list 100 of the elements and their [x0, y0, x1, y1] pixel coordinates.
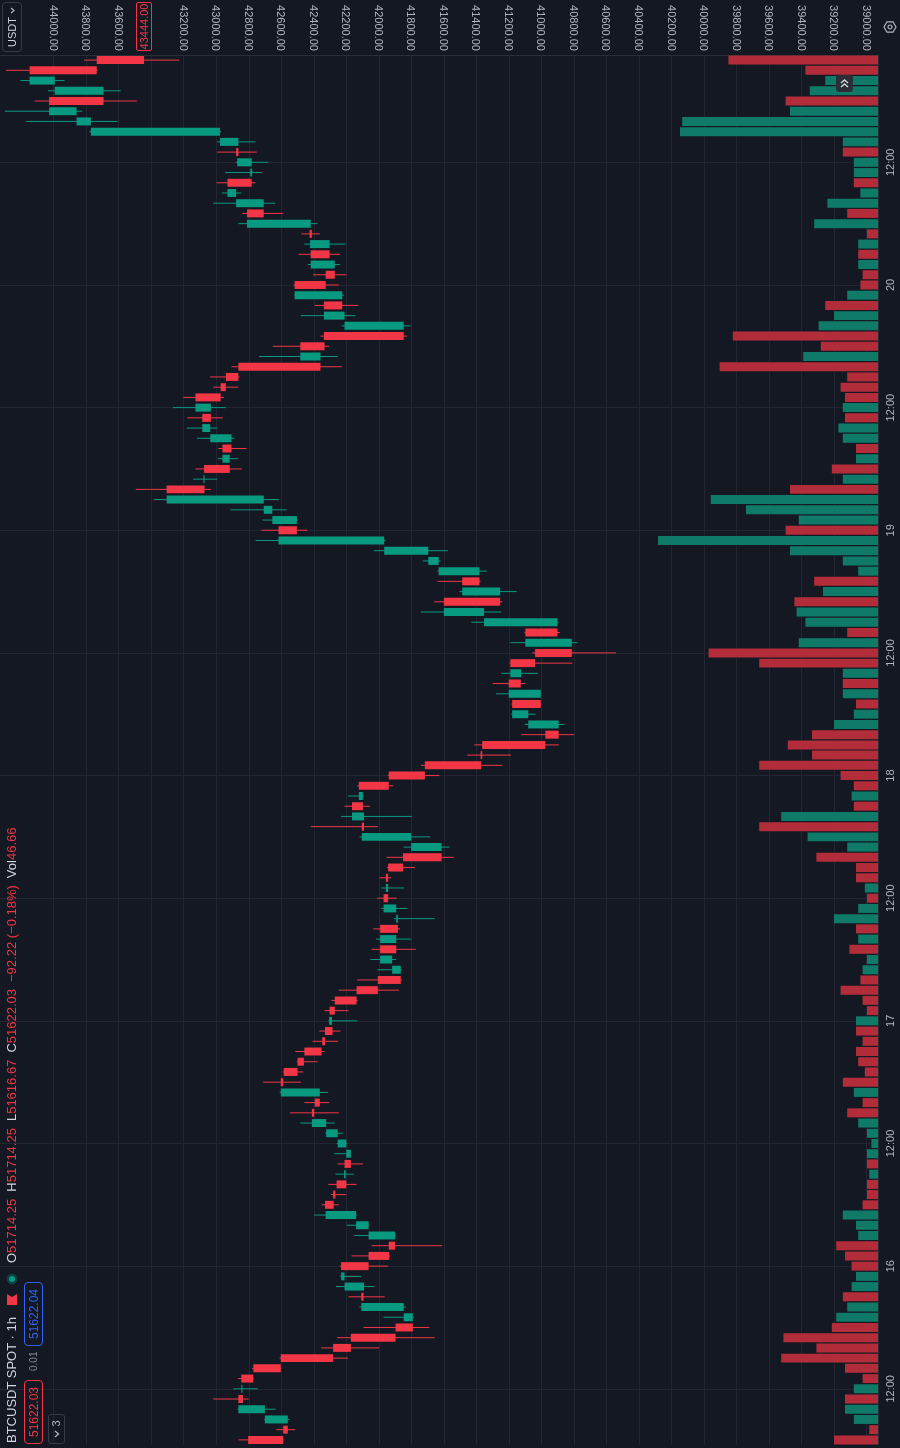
bar — [708, 648, 878, 658]
x-tick-label: 39000.00 — [860, 5, 873, 51]
y-tick-label: 12:00 — [883, 1129, 896, 1158]
x-tick-label: 42600.00 — [275, 5, 288, 51]
bar — [825, 300, 878, 310]
bar — [845, 413, 878, 423]
annotation: −92.22 (−0.18%) — [4, 885, 19, 982]
text: BTCUSDT SPOT · 1h — [3, 1317, 20, 1443]
bar — [847, 208, 878, 218]
x-tick-label: 41600.00 — [437, 5, 450, 51]
bar — [842, 147, 878, 157]
annotation: O51714.25 — [4, 1198, 19, 1264]
x-tick-label: 42400.00 — [307, 5, 320, 51]
x-tick-label: 41800.00 — [405, 5, 418, 51]
x-tick-label: 40200.00 — [665, 5, 678, 51]
y-tick-label: 12:00 — [883, 639, 896, 667]
bar — [858, 934, 878, 944]
bar — [869, 1169, 878, 1179]
bar — [814, 576, 878, 586]
price-tag: 43444.00 — [136, 2, 153, 51]
bar — [842, 403, 878, 413]
x-tick-label: 41000.00 — [535, 5, 548, 51]
bar — [785, 525, 878, 535]
bar — [856, 444, 878, 453]
y-tick-label: 18 — [883, 769, 896, 782]
x-tick-label: 39600.00 — [763, 5, 776, 51]
bar — [807, 832, 878, 842]
bar — [845, 1394, 878, 1404]
bar — [853, 1087, 878, 1097]
bar — [864, 883, 878, 893]
x-tick-label: 43600.00 — [112, 5, 125, 51]
bar — [856, 924, 878, 934]
toggle-button: 3 — [48, 1414, 65, 1444]
x-tick-label: 43200.00 — [177, 5, 190, 51]
bar — [798, 515, 878, 525]
x-tick-label: 40800.00 — [567, 5, 580, 51]
bar — [856, 454, 878, 464]
x-tick-label: 39800.00 — [730, 5, 743, 51]
bar — [794, 597, 878, 607]
bar — [860, 188, 878, 198]
annotation: 51622.04 — [26, 1288, 41, 1340]
bar — [853, 178, 878, 188]
bar — [853, 1384, 878, 1394]
bar — [842, 668, 878, 678]
y-tick-label: 12:00 — [883, 148, 896, 177]
bar — [842, 474, 878, 484]
bar — [790, 484, 878, 494]
unit-button: USDT — [2, 2, 22, 52]
x-tick-label: 39400.00 — [795, 5, 808, 51]
bar — [781, 811, 878, 821]
bar — [858, 239, 878, 249]
bar — [842, 679, 878, 689]
bar — [858, 260, 878, 270]
annotation: L51616.67 — [4, 1059, 19, 1122]
price-button: 51622.04 — [24, 1282, 43, 1346]
annotation: Vol46.66 — [4, 827, 19, 879]
bar — [842, 1077, 878, 1087]
annotation: 0.01 — [27, 1351, 40, 1371]
x-tick-label: 43000.00 — [210, 5, 223, 51]
bar — [785, 96, 878, 106]
x-tick-label: 43800.00 — [80, 5, 93, 51]
x-tick-label: 42200.00 — [340, 5, 353, 51]
bar — [856, 1016, 878, 1026]
price-button: 51622.03 — [24, 1380, 43, 1444]
bar — [831, 464, 878, 474]
bar — [842, 689, 878, 699]
y-tick-label: 12:00 — [883, 1375, 896, 1403]
bar — [867, 1159, 878, 1169]
bar — [858, 249, 878, 259]
x-tick-label: 40000.00 — [698, 5, 711, 51]
bar — [851, 1261, 878, 1271]
y-tick-label: 12:00 — [883, 884, 896, 912]
bar — [860, 975, 878, 985]
x-tick-label: 42800.00 — [242, 5, 255, 51]
bar — [853, 801, 878, 811]
y-tick-label: 20 — [883, 278, 896, 292]
bar — [759, 658, 878, 668]
bar — [798, 638, 878, 648]
annotation: H51714.25 — [4, 1128, 19, 1192]
bar — [849, 944, 878, 954]
bar — [803, 352, 878, 361]
bar — [867, 893, 878, 903]
x-tick-label: 44000.00 — [47, 5, 60, 51]
y-tick-label: 12:00 — [883, 393, 896, 422]
bar — [847, 290, 878, 300]
bar — [827, 198, 878, 208]
bar — [814, 219, 878, 229]
y-tick-label: 17 — [883, 1014, 896, 1027]
y-tick-label: 16 — [883, 1260, 896, 1273]
annotation: 51622.03 — [26, 1386, 41, 1438]
bar — [856, 699, 878, 709]
bar — [759, 822, 878, 832]
bar — [847, 842, 878, 852]
x-tick-label: 41200.00 — [502, 5, 515, 51]
bar — [847, 627, 878, 637]
bar — [858, 566, 878, 576]
bar — [867, 229, 878, 239]
x-tick-label: 40600.00 — [600, 5, 613, 51]
annotation: C51622.03 — [4, 988, 19, 1053]
x-tick-label: 39200.00 — [828, 5, 841, 51]
